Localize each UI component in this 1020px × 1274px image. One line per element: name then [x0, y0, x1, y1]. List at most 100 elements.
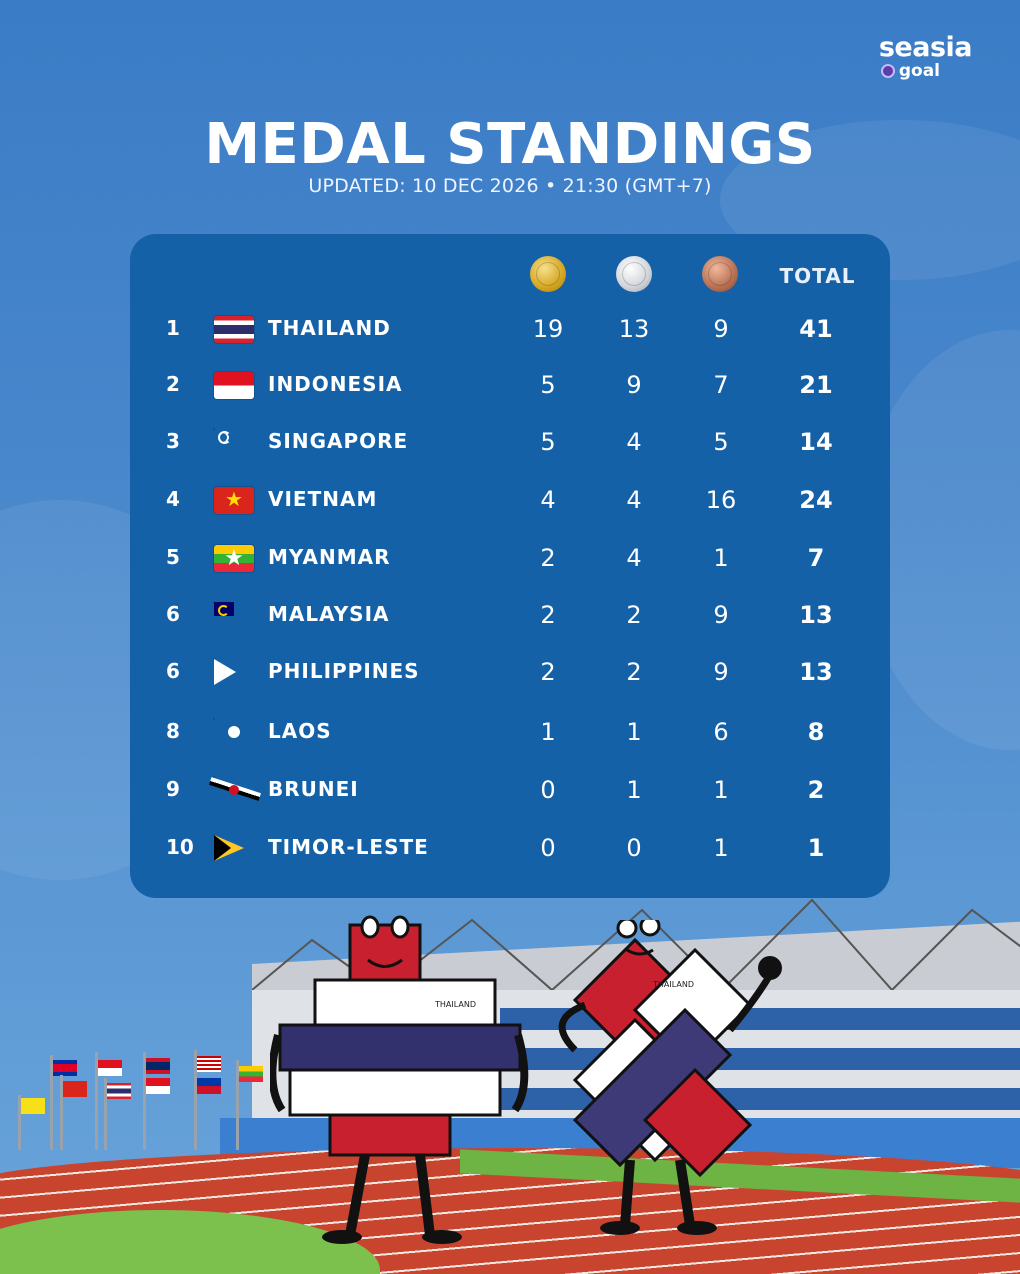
- table-row: 4 ★ VIETNAM 4 4 16 24: [130, 479, 890, 519]
- rank: 10: [166, 835, 194, 859]
- mascot-logo-text: THAILAND: [434, 1000, 476, 1009]
- rank: 6: [166, 602, 180, 626]
- malaysia-flag-icon: [197, 1056, 221, 1072]
- bronze-count: 9: [713, 315, 729, 343]
- rank: 3: [166, 429, 180, 453]
- brand-logo: seasia goal: [878, 32, 973, 81]
- table-row: 10 TIMOR-LESTE 0 0 1 1: [130, 827, 890, 867]
- thailand-flag-icon: [107, 1083, 131, 1099]
- indonesia-flag-icon: [98, 1060, 122, 1076]
- stadium-illustration: THAILAND THAILAND: [0, 880, 1020, 1274]
- bronze-count: 9: [713, 601, 729, 629]
- country-name: VIETNAM: [268, 487, 378, 511]
- philippines-flag-icon: [197, 1078, 221, 1094]
- total-count: 1: [807, 834, 825, 862]
- country-name: INDONESIA: [268, 372, 403, 396]
- table-row: 3 SINGAPORE 5 4 5 14: [130, 421, 890, 461]
- table-row: 8 LAOS 1 1 6 8: [130, 711, 890, 751]
- total-count: 8: [807, 718, 825, 746]
- flag-pole: [18, 1095, 21, 1150]
- mascot-right-icon: THAILAND: [558, 920, 782, 1235]
- flag-pole: [50, 1055, 53, 1150]
- silver-count: 4: [626, 428, 642, 456]
- gold-count: 1: [540, 718, 556, 746]
- rank: 4: [166, 487, 180, 511]
- table-row: 2 INDONESIA 5 9 7 21: [130, 364, 890, 404]
- total-count: 14: [799, 428, 833, 456]
- total-count: 2: [807, 776, 825, 804]
- brand-sub: goal: [880, 61, 972, 81]
- bronze-count: 1: [713, 776, 729, 804]
- bronze-count: 6: [713, 718, 729, 746]
- silver-count: 2: [626, 658, 642, 686]
- country-name: MYANMAR: [268, 545, 391, 569]
- flag-pole: [194, 1050, 197, 1150]
- country-name: TIMOR-LESTE: [268, 835, 429, 859]
- page-title: MEDAL STANDINGS: [204, 112, 816, 177]
- laos-flag-icon: [146, 1058, 170, 1074]
- country-name: BRUNEI: [268, 777, 359, 801]
- gold-count: 2: [540, 601, 556, 629]
- total-count: 24: [799, 486, 833, 514]
- total-count: 7: [807, 544, 825, 572]
- total-count: 21: [799, 371, 833, 399]
- flag-pole: [60, 1075, 63, 1150]
- country-name: PHILIPPINES: [268, 659, 420, 683]
- mascot-left-icon: THAILAND: [270, 915, 529, 1244]
- silver-count: 9: [626, 371, 642, 399]
- brunei-flag-icon: [21, 1098, 45, 1114]
- table-row: 6 MALAYSIA 2 2 9 13: [130, 594, 890, 634]
- brand-name: seasia: [878, 32, 973, 63]
- rank: 5: [166, 545, 180, 569]
- flag-pole: [104, 1078, 107, 1150]
- silver-count: 0: [626, 834, 642, 862]
- singapore-flag-icon: [146, 1078, 170, 1094]
- bronze-count: 1: [713, 544, 729, 572]
- silver-count: 1: [626, 776, 642, 804]
- gold-count: 0: [540, 834, 556, 862]
- rank: 6: [166, 659, 180, 683]
- gold-count: 2: [540, 658, 556, 686]
- goal-badge-icon: [880, 64, 895, 78]
- myanmar-flag-icon: ★: [214, 545, 254, 572]
- vietnam-flag-icon: [63, 1081, 87, 1097]
- rank: 2: [166, 372, 180, 396]
- updated-timestamp: UPDATED: 10 DEC 2026 • 21:30 (GMT+7): [308, 175, 712, 197]
- table-row: 9 BRUNEI 0 1 1 2: [130, 769, 890, 809]
- silver-count: 4: [626, 544, 642, 572]
- silver-count: 13: [618, 315, 650, 343]
- gold-count: 4: [540, 486, 556, 514]
- country-name: SINGAPORE: [268, 429, 409, 453]
- flag-pole: [143, 1052, 146, 1150]
- gold-count: 5: [540, 371, 556, 399]
- table-row: 1 THAILAND 19 13 9 41: [130, 308, 890, 348]
- table-row: 5 ★ MYANMAR 2 4 1 7: [130, 537, 890, 577]
- myanmar-flag-icon: [239, 1066, 263, 1082]
- bronze-count: 7: [713, 371, 729, 399]
- medal-table: TOTAL 1 THAILAND 19 13 9 41 2 INDONESIA …: [130, 234, 890, 898]
- table-row: 6 PHILIPPINES 2 2 9 13: [130, 651, 890, 691]
- rank: 8: [166, 719, 180, 743]
- thailand-flag-icon: [214, 316, 254, 343]
- vietnam-flag-icon: ★: [214, 487, 254, 514]
- silver-count: 1: [626, 718, 642, 746]
- total-column-header: TOTAL: [779, 264, 856, 288]
- bronze-count: 16: [705, 486, 737, 514]
- silver-medal-icon: [616, 256, 652, 292]
- rank: 9: [166, 777, 180, 801]
- country-name: LAOS: [268, 719, 332, 743]
- gold-medal-icon: [530, 256, 566, 292]
- gold-count: 2: [540, 544, 556, 572]
- country-name: THAILAND: [268, 316, 391, 340]
- brand-sub-label: goal: [898, 61, 940, 81]
- indonesia-flag-icon: [214, 372, 254, 399]
- gold-count: 0: [540, 776, 556, 804]
- mascot-logo-text: THAILAND: [652, 980, 694, 989]
- country-name: MALAYSIA: [268, 602, 390, 626]
- silver-count: 4: [626, 486, 642, 514]
- bronze-count: 1: [713, 834, 729, 862]
- table-header: TOTAL: [130, 254, 890, 294]
- total-count: 13: [799, 601, 833, 629]
- total-count: 13: [799, 658, 833, 686]
- rank: 1: [166, 316, 180, 340]
